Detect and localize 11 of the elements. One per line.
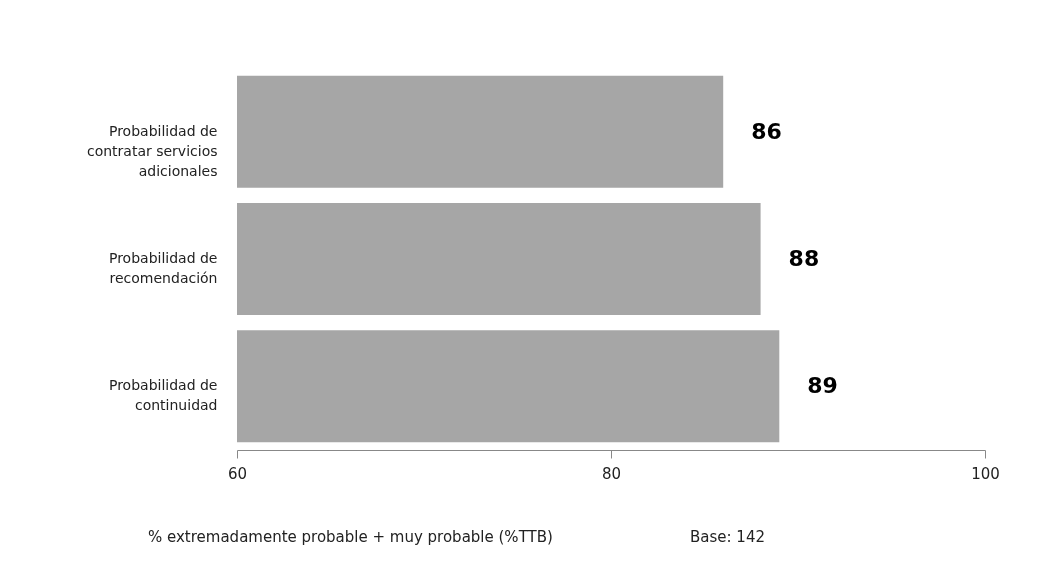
text: Base: 142 xyxy=(690,528,765,546)
text: % extremadamente probable + muy probable (%TTB) xyxy=(148,528,553,546)
data-label: 86 xyxy=(751,118,782,144)
data-label: 88 xyxy=(788,246,820,271)
y-tick-label: Probabilidad de contratar servicios adicionales xyxy=(86,122,218,179)
y-tick-label: Probabilidad de continuidad xyxy=(108,377,218,414)
x-tick-label: 60 xyxy=(227,464,248,483)
data-label: 89 xyxy=(807,373,838,399)
x-tick-label: 80 xyxy=(601,464,622,483)
x-tick-label: 100 xyxy=(971,464,1000,483)
y-tick-label: Probabilidad de recomendación xyxy=(108,250,218,286)
